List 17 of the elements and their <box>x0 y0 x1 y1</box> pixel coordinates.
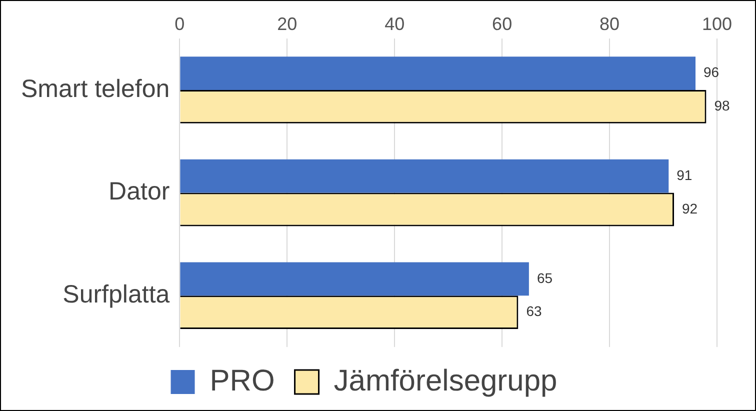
data-label: 91 <box>676 166 692 183</box>
legend-label: PRO <box>210 364 275 398</box>
x-tick-label: 100 <box>702 14 732 34</box>
x-tick-label: 60 <box>492 14 512 34</box>
x-tick-label: 40 <box>384 14 405 34</box>
data-label: 63 <box>526 303 542 320</box>
x-tick-label: 0 <box>174 14 185 34</box>
data-label: 96 <box>704 64 720 80</box>
data-label: 98 <box>714 98 730 114</box>
x-tick-label: 20 <box>277 14 298 34</box>
y-tick-label: Smart telefon <box>20 74 170 103</box>
legend-label: Jämförelsegrupp <box>334 364 558 398</box>
y-tick-label: Dator <box>108 178 170 206</box>
data-label: 92 <box>682 200 698 216</box>
y-tick-label: Surfplatta <box>62 280 170 308</box>
data-label: 65 <box>536 270 553 286</box>
x-tick-label: 80 <box>600 14 620 34</box>
